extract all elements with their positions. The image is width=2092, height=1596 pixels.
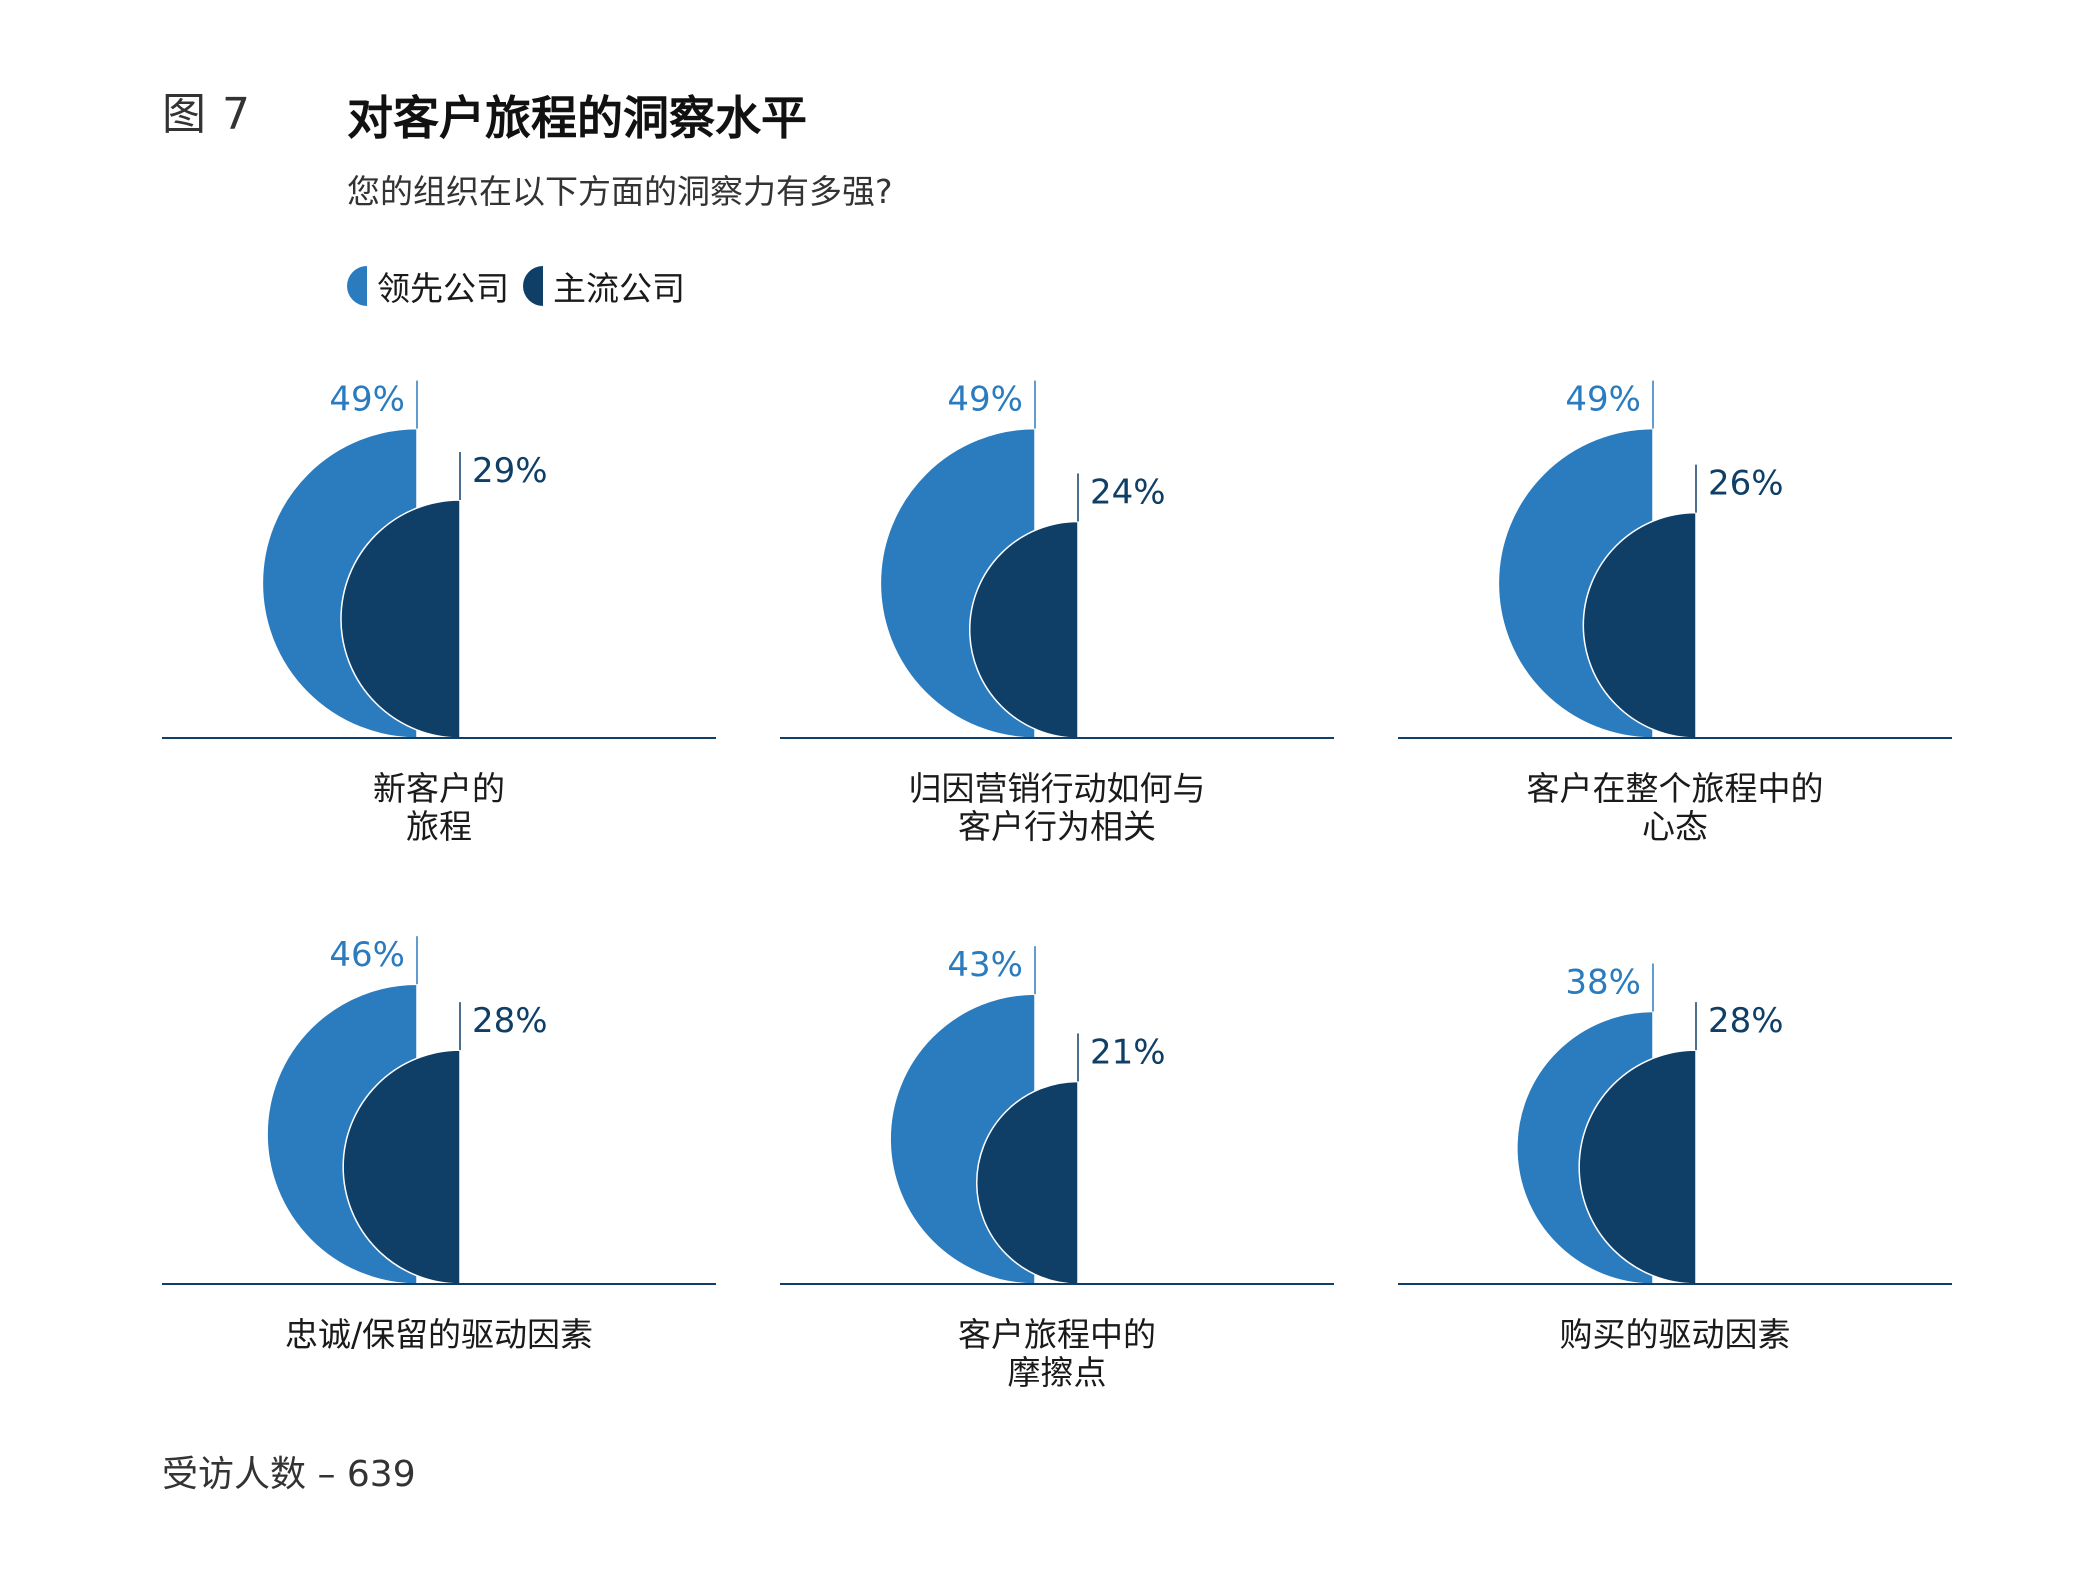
footnote-respondents: 受访人数 – 639 xyxy=(162,1454,416,1495)
legend-swatch-mainstream xyxy=(523,266,543,306)
mainstream-value-label-2: 24% xyxy=(1090,472,1166,512)
leader-value-label-6: 38% xyxy=(1565,963,1641,1003)
category-label-4: 忠诚/保留的驱动因素 xyxy=(285,1315,593,1354)
leader-value-label-5: 43% xyxy=(947,945,1023,985)
category-label-5-line-2: 摩擦点 xyxy=(1008,1353,1107,1392)
category-label-3-line-1: 客户在整个旅程中的 xyxy=(1527,769,1824,808)
legend-label-leader: 领先公司 xyxy=(377,269,509,308)
category-label-1-line-1: 新客户的 xyxy=(373,769,505,808)
mainstream-value-label-4: 28% xyxy=(472,1001,548,1041)
category-label-2-line-2: 客户行为相关 xyxy=(958,807,1156,846)
leader-value-label-2: 49% xyxy=(947,380,1023,420)
category-label-6: 购买的驱动因素 xyxy=(1560,1315,1791,1354)
mainstream-value-label-1: 29% xyxy=(472,451,548,491)
legend-label-mainstream: 主流公司 xyxy=(553,269,685,308)
leader-value-label-3: 49% xyxy=(1565,380,1641,420)
mainstream-bar-3 xyxy=(1582,511,1697,739)
mainstream-bar-4 xyxy=(343,1049,461,1285)
category-label-1-line-2: 旅程 xyxy=(406,807,472,846)
category-label-5-line-1: 客户旅程中的 xyxy=(958,1315,1156,1354)
leader-value-label-4: 46% xyxy=(329,935,405,975)
leader-value-label-1: 49% xyxy=(329,380,405,420)
mainstream-value-label-3: 26% xyxy=(1708,464,1784,504)
mainstream-bar-6 xyxy=(1579,1049,1697,1285)
legend-item-mainstream: 主流公司 xyxy=(523,262,685,310)
mainstream-bar-5 xyxy=(975,1080,1079,1285)
mainstream-value-label-6: 28% xyxy=(1708,1001,1784,1041)
figure-number: 图 7 xyxy=(162,89,251,140)
chart-legend: 领先公司 主流公司 xyxy=(347,262,699,310)
mainstream-value-label-5: 21% xyxy=(1090,1032,1166,1072)
mainstream-bar-2 xyxy=(968,520,1079,739)
figure-title: 对客户旅程的洞察水平 xyxy=(347,91,807,145)
figure-subtitle: 您的组织在以下方面的洞察力有多强? xyxy=(347,172,893,211)
category-label-3-line-2: 心态 xyxy=(1642,807,1708,846)
legend-swatch-leader xyxy=(347,266,367,306)
legend-item-leader: 领先公司 xyxy=(347,262,509,310)
category-label-2-line-1: 归因营销行动如何与 xyxy=(909,769,1206,808)
mainstream-bar-1 xyxy=(340,499,461,739)
